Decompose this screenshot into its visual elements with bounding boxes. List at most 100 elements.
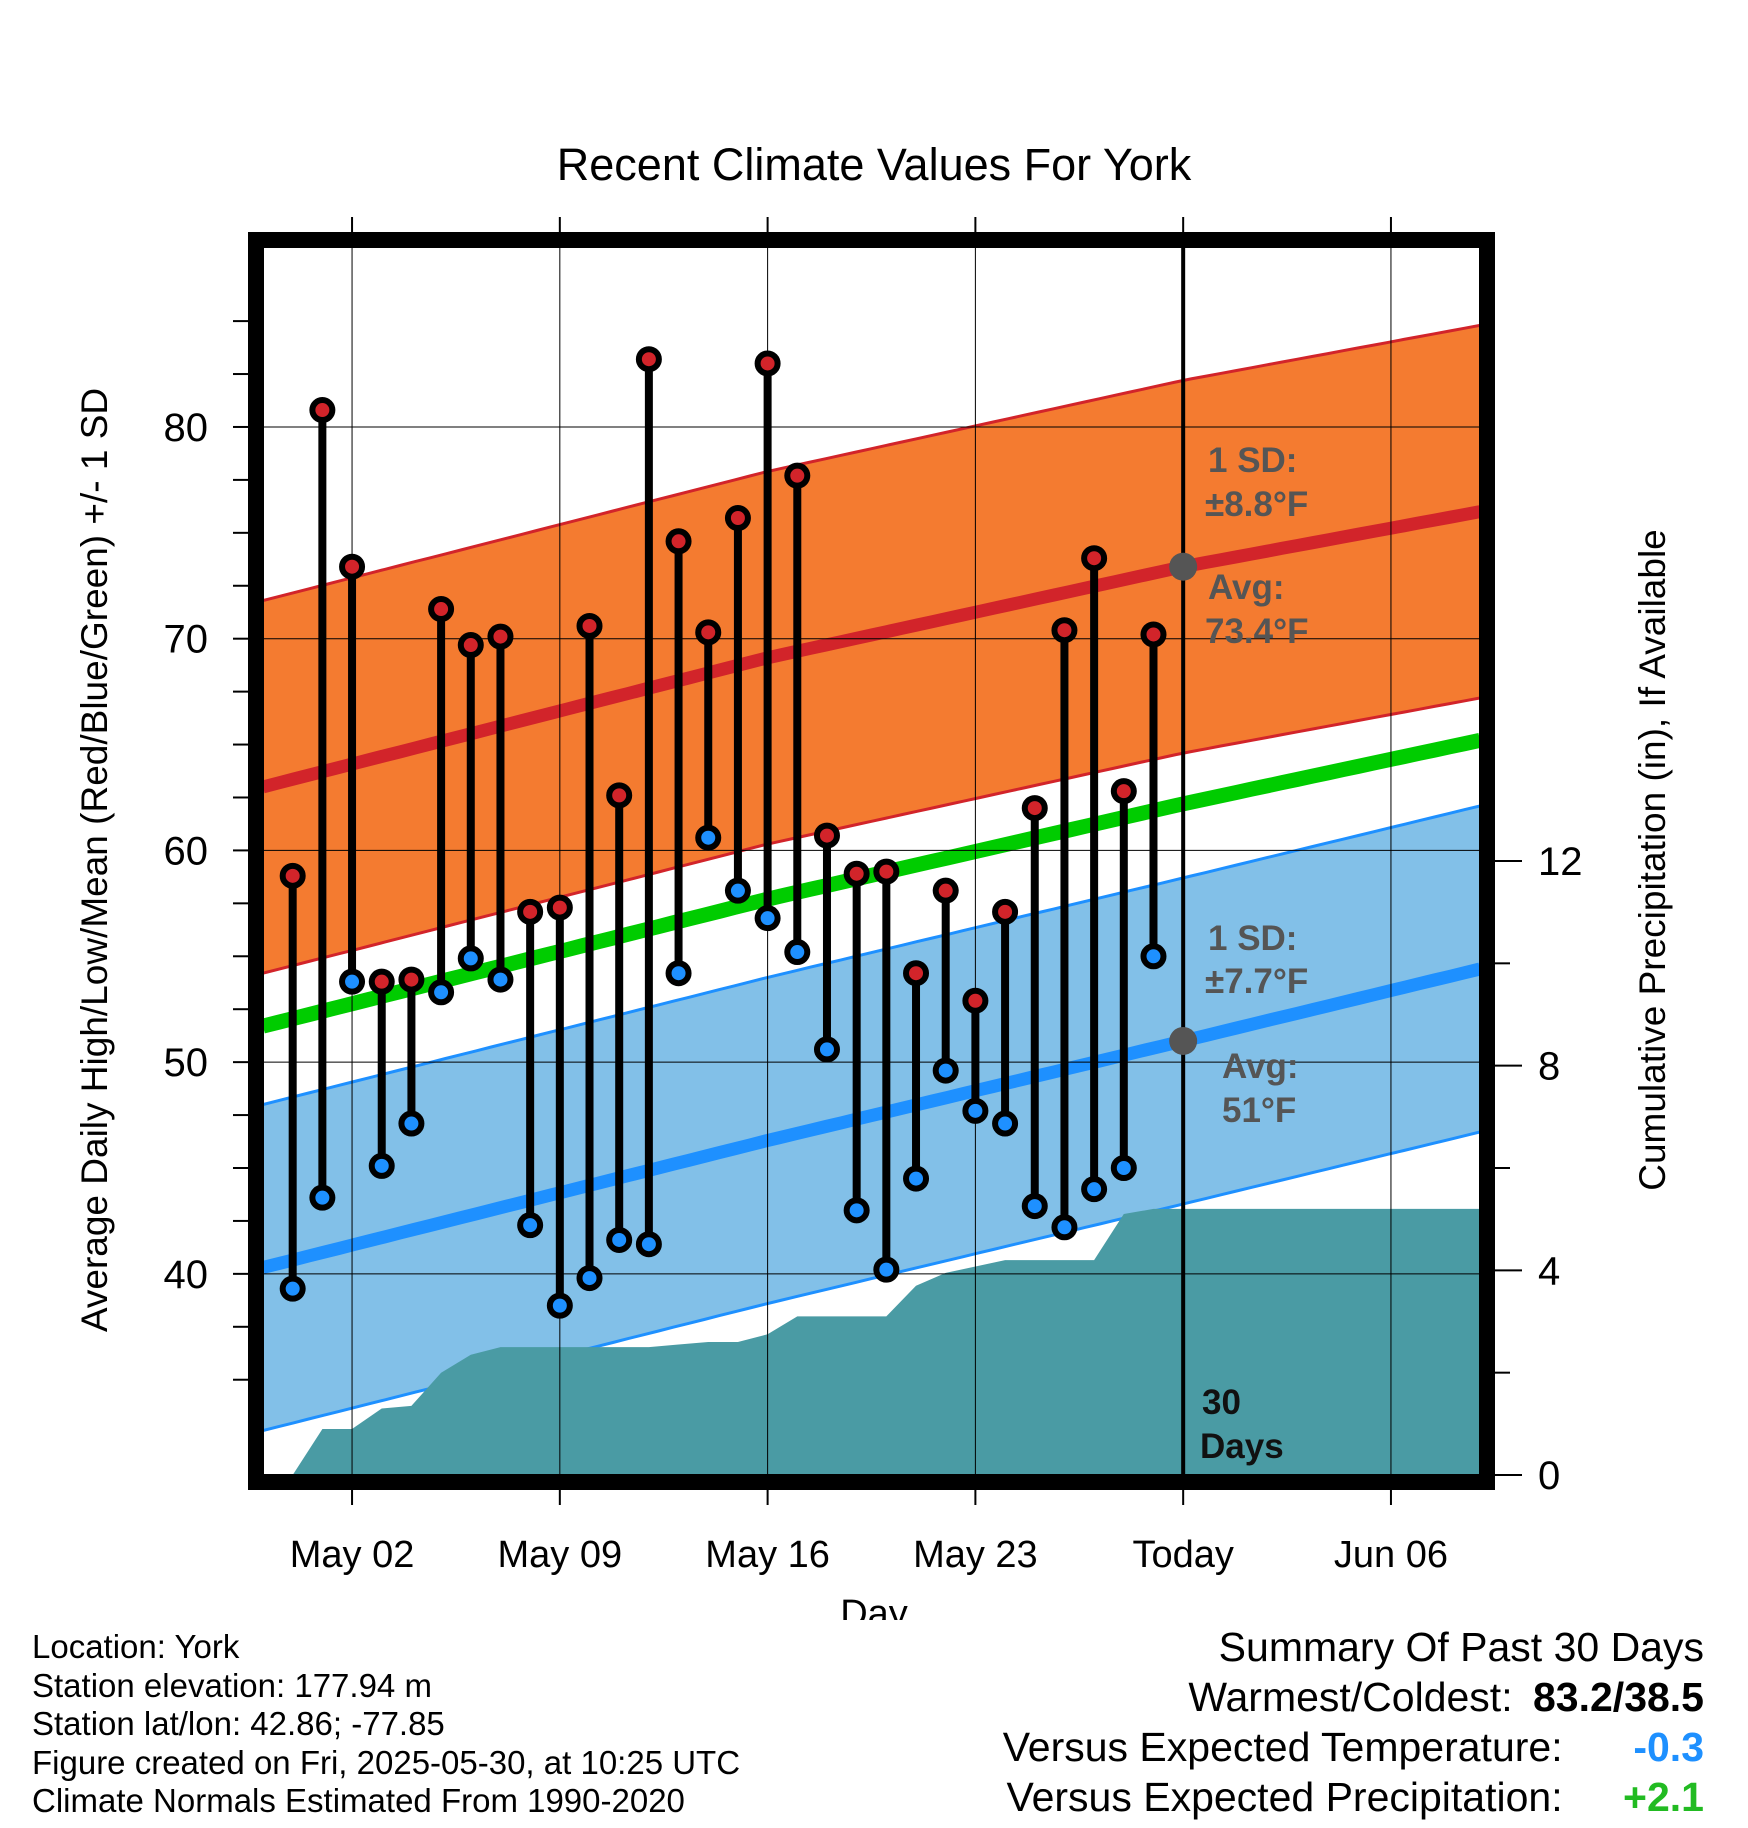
- plot-frame: [248, 232, 1495, 1490]
- precip-label: Versus Expected Precipitation:: [1006, 1774, 1563, 1820]
- warm-cold-label: Warmest/Coldest:: [1188, 1674, 1513, 1720]
- daily-high-point: [873, 858, 900, 885]
- daily-high-point: [724, 505, 751, 532]
- daily-high-point: [279, 862, 306, 889]
- daily-low-point: [1110, 1155, 1137, 1181]
- daily-low-point: [962, 1097, 989, 1124]
- daily-low-point: [1081, 1176, 1108, 1203]
- high-avg-value: 73.4°F: [1205, 612, 1309, 651]
- daily-low-point: [724, 877, 751, 904]
- daily-low-point: [903, 1165, 930, 1192]
- daily-high-point: [1051, 617, 1078, 644]
- daily-low-point: [784, 939, 811, 966]
- daily-low-point: [576, 1265, 603, 1292]
- high-avg-label: Avg:: [1208, 568, 1284, 607]
- daily-high-point: [546, 894, 573, 921]
- daily-low-point: [813, 1036, 840, 1063]
- daily-high-point: [1081, 545, 1108, 572]
- mean-average-line: [263, 732, 1480, 1034]
- location-text: Location: York: [32, 1628, 240, 1665]
- x-tick-label: Today: [1132, 1534, 1233, 1576]
- warm-cold-row: Warmest/Coldest: 83.2/38.5: [1003, 1672, 1704, 1722]
- daily-high-point: [992, 898, 1019, 925]
- daily-low-point: [754, 905, 781, 932]
- daily-high-point: [1021, 795, 1048, 822]
- chart-title: Recent Climate Values For York: [557, 139, 1192, 190]
- high-band-lower-edge: [263, 696, 1480, 975]
- daily-low-point: [1051, 1214, 1078, 1241]
- daily-high-point: [784, 462, 811, 489]
- y-axis-label: Average Daily High/Low/Mean (Red/Blue/Gr…: [74, 388, 115, 1332]
- created-text: Figure created on Fri, 2025-05-30, at 10…: [32, 1743, 741, 1781]
- high-sd-band: [263, 325, 1480, 974]
- daily-high-point: [428, 596, 455, 623]
- y-tick-label: 80: [164, 406, 209, 450]
- latlon-text: Station lat/lon: 42.86; -77.85: [32, 1705, 445, 1742]
- y2-tick-label: 12: [1538, 840, 1583, 884]
- x-tick-label: May 02: [290, 1534, 415, 1576]
- daily-high-point: [457, 632, 484, 659]
- daily-low-point: [992, 1110, 1019, 1137]
- x-axis-label: Day: [840, 1593, 908, 1620]
- daily-low-point: [665, 960, 692, 987]
- daily-low-point: [428, 979, 455, 1006]
- daily-high-point: [1110, 778, 1137, 805]
- temp-value: -0.3: [1633, 1724, 1704, 1770]
- summary-title: Summary Of Past 30 Days: [1218, 1624, 1704, 1670]
- daily-low-point: [1021, 1193, 1048, 1220]
- low-band-upper-edge: [263, 804, 1480, 1106]
- warm-cold-value: 83.2/38.5: [1533, 1674, 1704, 1720]
- today-high-avg-marker: [1169, 552, 1198, 581]
- low-sd-label: 1 SD:: [1208, 919, 1297, 958]
- daily-high-point: [606, 782, 633, 809]
- daily-low-point: [339, 968, 366, 995]
- low-avg-label: Avg:: [1222, 1047, 1298, 1086]
- daily-high-point: [339, 553, 366, 580]
- low-avg-value: 51°F: [1222, 1091, 1296, 1130]
- y-tick-label: 50: [164, 1041, 209, 1085]
- y2-tick-label: 8: [1538, 1045, 1560, 1089]
- high-sd-value: ±8.8°F: [1205, 485, 1308, 524]
- daily-high-point: [843, 860, 870, 887]
- daily-high-point: [517, 898, 544, 925]
- x-tick-label: May 23: [913, 1534, 1038, 1576]
- temp-label: Versus Expected Temperature:: [1002, 1724, 1563, 1770]
- daily-high-point: [309, 397, 336, 424]
- x-tick-label: May 09: [498, 1534, 623, 1576]
- daily-high-point: [813, 822, 840, 849]
- days-count-value: 30: [1202, 1383, 1241, 1422]
- precip-row: Versus Expected Precipitation: +2.1: [1003, 1772, 1705, 1822]
- low-average-line: [263, 962, 1480, 1274]
- elevation-text: Station elevation: 177.94 m: [32, 1666, 432, 1704]
- y2-tick-label: 0: [1538, 1454, 1560, 1498]
- daily-low-point: [517, 1212, 544, 1239]
- plot-area: 1 SD: ±8.8°F Avg: 73.4°F 1 SD: ±7.7°F Avg: 51°F…: [164, 217, 1583, 1576]
- daily-low-point: [309, 1184, 336, 1211]
- temp-row: Versus Expected Temperature: -0.3: [1003, 1722, 1704, 1772]
- daily-high-point: [903, 960, 930, 987]
- x-tick-label: Jun 06: [1334, 1534, 1448, 1576]
- normals-text: Climate Normals Estimated From 1990-2020: [32, 1782, 685, 1819]
- daily-low-point: [546, 1292, 573, 1319]
- daily-high-point: [754, 350, 781, 377]
- station-info: Location: York Station elevation: 177.94…: [32, 1628, 740, 1821]
- daily-low-point: [873, 1256, 900, 1283]
- daily-low-point: [843, 1197, 870, 1224]
- daily-high-point: [487, 623, 514, 650]
- daily-low-point: [606, 1226, 633, 1253]
- daily-high-point: [962, 987, 989, 1014]
- daily-high-point: [635, 346, 662, 373]
- high-average-line: [263, 505, 1480, 794]
- y-tick-label: 40: [164, 1253, 209, 1297]
- summary-panel: Summary Of Past 30 Days Warmest/Coldest:…: [1003, 1622, 1704, 1822]
- daily-low-point: [932, 1057, 959, 1084]
- high-band-upper-edge: [263, 323, 1480, 603]
- daily-low-point: [398, 1110, 425, 1137]
- daily-high-point: [368, 968, 395, 995]
- daily-low-point: [368, 1152, 395, 1179]
- daily-high-point: [1140, 621, 1167, 648]
- low-sd-value: ±7.7°F: [1205, 962, 1308, 1001]
- daily-low-point: [487, 966, 514, 993]
- daily-high-point: [665, 528, 692, 555]
- days-count-label: Days: [1200, 1427, 1284, 1466]
